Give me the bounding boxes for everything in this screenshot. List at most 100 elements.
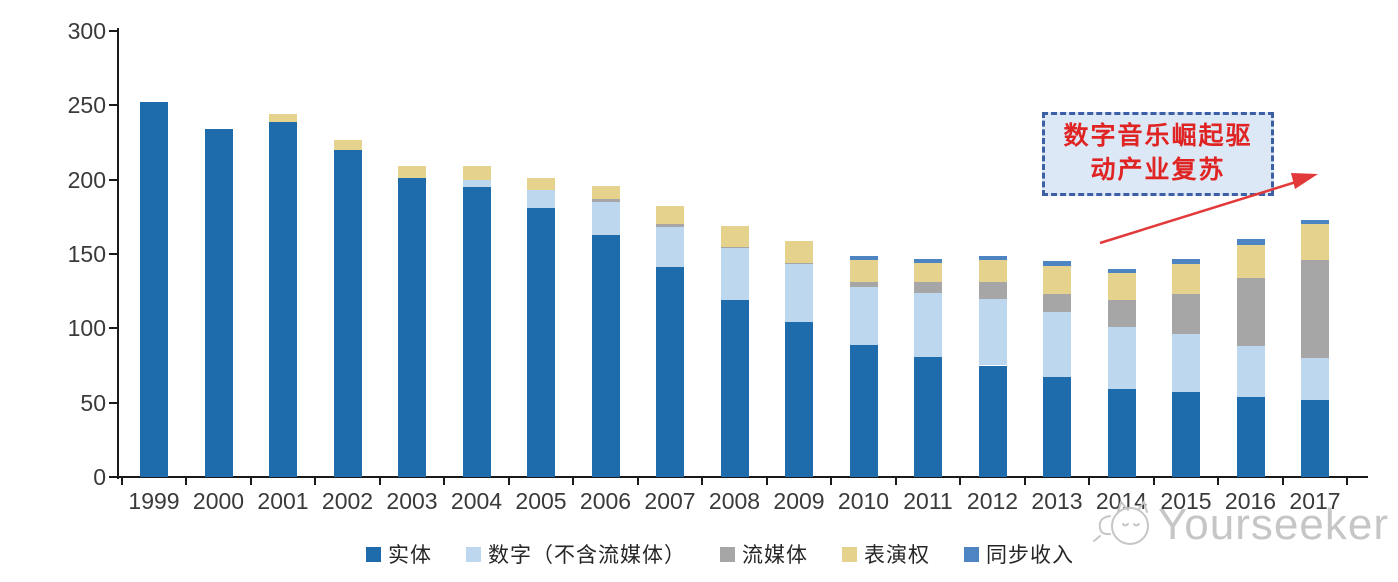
bar-2002-segment-3 — [333, 139, 362, 150]
y-axis-tick — [109, 178, 118, 181]
x-axis-tick — [636, 478, 639, 485]
y-axis-tick — [109, 104, 118, 107]
legend-item-1: 数字（不含流媒体） — [466, 539, 686, 569]
x-axis-label-2001: 2001 — [257, 488, 309, 514]
x-axis-tick — [830, 478, 833, 485]
bar-2000-segment-0 — [204, 129, 233, 477]
bar-2010-segment-2 — [849, 282, 878, 287]
y-axis-tick — [109, 476, 118, 478]
y-axis-tick — [109, 253, 118, 255]
annotation-text-line1: 数字音乐崛起驱 — [1063, 123, 1253, 150]
bar-2009-segment-1 — [785, 264, 813, 323]
x-axis-label-2004: 2004 — [450, 488, 503, 514]
legend: 实体 数字（不含流媒体） 流媒体 表演权 同步收入 — [60, 539, 1380, 569]
bar-2010-segment-1 — [849, 286, 878, 345]
x-axis-line — [117, 476, 1368, 478]
bar-2016-segment-1 — [1236, 346, 1265, 397]
bar-2002-segment-0 — [333, 149, 362, 477]
bar-2016-segment-2 — [1236, 277, 1265, 347]
x-axis-tick — [959, 478, 962, 485]
bar-2008-segment-1 — [720, 248, 749, 301]
bar-2003-segment-0 — [398, 178, 426, 477]
bar-2017-segment-2 — [1301, 259, 1329, 358]
legend-item-0: 实体 — [366, 539, 432, 569]
bar-2006-segment-3 — [591, 185, 620, 199]
bar-2012-segment-0 — [978, 365, 1007, 477]
bar-2007-segment-3 — [656, 206, 684, 225]
bar-2004-segment-1 — [462, 179, 491, 188]
bar-2001-segment-0 — [269, 121, 297, 477]
x-axis-label-2003: 2003 — [386, 488, 438, 514]
y-axis-tick — [109, 327, 118, 330]
x-axis-tick — [1281, 478, 1284, 485]
bar-2016-segment-4 — [1236, 239, 1265, 245]
x-axis-tick — [572, 478, 575, 485]
x-axis-label-2010: 2010 — [837, 488, 890, 514]
legend-label-0: 实体 — [388, 543, 432, 567]
bar-1999-segment-0 — [140, 102, 168, 477]
x-axis-label-2011: 2011 — [903, 488, 953, 514]
bar-2005-segment-1 — [527, 190, 555, 208]
x-axis-label-2013: 2013 — [1031, 488, 1083, 514]
bar-2010-segment-4 — [849, 255, 878, 260]
y-axis-line — [117, 28, 119, 479]
bar-2004-segment-3 — [462, 166, 491, 180]
x-axis-label-2002: 2002 — [321, 488, 374, 514]
bar-2012-segment-3 — [978, 259, 1007, 283]
y-axis-tick-label: 200 — [67, 166, 106, 193]
bar-2013-segment-4 — [1043, 261, 1071, 266]
legend-label-2: 流媒体 — [742, 543, 808, 567]
x-axis-label-1999: 1999 — [128, 488, 180, 514]
bar-2009-segment-2 — [785, 262, 813, 265]
x-axis-label-2009: 2009 — [773, 488, 825, 514]
bar-2017-segment-0 — [1301, 399, 1329, 477]
y-axis-tick-label: 300 — [67, 18, 106, 44]
bar-2007-segment-1 — [656, 227, 684, 268]
y-axis-tick-label: 50 — [80, 389, 106, 416]
bar-2006-segment-0 — [591, 234, 620, 477]
bar-2013-segment-2 — [1043, 294, 1071, 312]
bar-2007-segment-2 — [656, 224, 684, 228]
bar-2015-segment-4 — [1172, 258, 1200, 265]
bar-2012-segment-2 — [978, 282, 1007, 299]
bar-2012-segment-4 — [978, 255, 1007, 260]
bar-2008-segment-3 — [720, 225, 749, 247]
bar-2003-segment-3 — [398, 166, 426, 179]
x-axis-tick — [378, 478, 381, 485]
x-axis-label-2008: 2008 — [708, 488, 761, 514]
bar-2005-segment-0 — [527, 207, 555, 477]
bar-2015-segment-1 — [1172, 334, 1200, 393]
bar-2014-segment-0 — [1107, 389, 1136, 477]
y-axis-tick-label: 0 — [93, 464, 106, 490]
y-axis-tick-label: 100 — [67, 315, 106, 342]
legend-label-4: 同步收入 — [986, 543, 1074, 567]
bar-2015-segment-0 — [1172, 392, 1200, 477]
x-axis-tick — [701, 478, 704, 485]
bar-2011-segment-3 — [914, 262, 942, 283]
bar-2014-segment-1 — [1107, 326, 1136, 390]
y-axis-tick — [109, 401, 118, 404]
x-axis-tick — [249, 478, 252, 485]
bar-2008-segment-0 — [720, 300, 749, 477]
x-axis-label-2006: 2006 — [579, 488, 632, 514]
bar-2005-segment-3 — [527, 178, 555, 191]
annotation-box: 数字音乐崛起驱 动产业复苏 — [1042, 112, 1274, 196]
bar-2006-segment-2 — [591, 199, 620, 202]
bar-2011-segment-1 — [914, 292, 942, 357]
bar-2006-segment-1 — [591, 202, 620, 235]
bar-2013-segment-1 — [1043, 312, 1071, 378]
bar-2011-segment-4 — [914, 258, 942, 263]
y-axis-tick-label: 250 — [67, 92, 106, 119]
x-axis-tick — [1088, 478, 1091, 485]
x-axis-tick — [443, 478, 446, 485]
legend-item-2: 流媒体 — [720, 539, 808, 569]
bar-2014-segment-4 — [1107, 268, 1136, 274]
annotation-text-line2: 动产业复苏 — [1090, 157, 1226, 184]
x-axis-label-2012: 2012 — [966, 488, 1019, 514]
x-axis-tick — [894, 478, 897, 485]
bar-2010-segment-3 — [849, 259, 878, 283]
legend-swatch-1 — [466, 546, 481, 562]
bar-2017-segment-1 — [1301, 358, 1329, 400]
